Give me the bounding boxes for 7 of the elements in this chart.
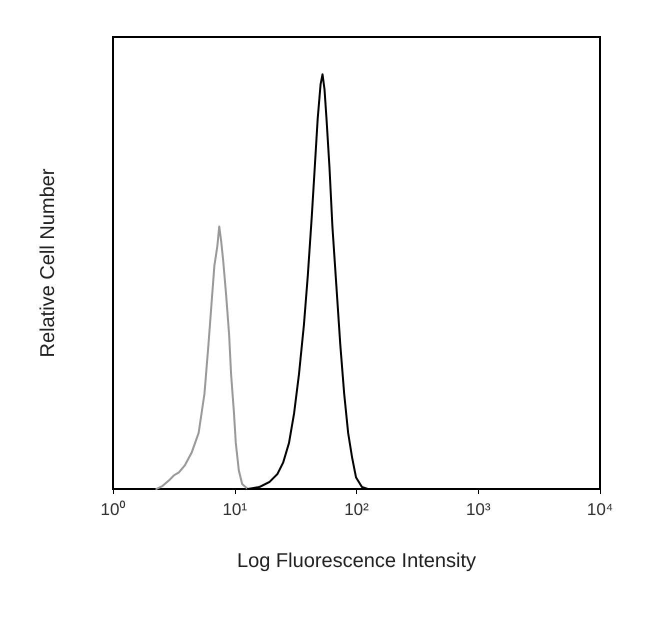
y-axis-title: Relative Cell Number (37, 168, 59, 358)
x-axis-title: Log Fluorescence Intensity (236, 550, 476, 572)
x-tick-label: 10¹ (222, 500, 248, 519)
x-tick-label: 10² (344, 500, 370, 519)
x-tick-label: 10⁴ (586, 500, 614, 519)
x-tick-label: 10³ (466, 500, 491, 519)
x-tick-label: 10⁰ (100, 500, 126, 519)
